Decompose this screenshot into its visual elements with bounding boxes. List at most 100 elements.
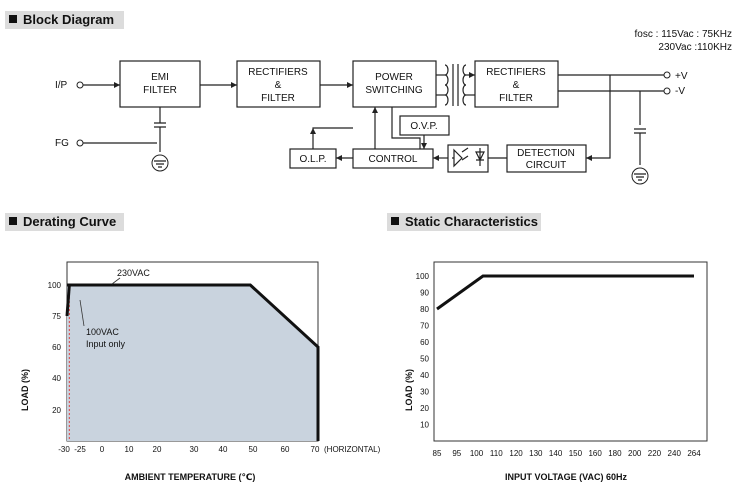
y-tick-label: 10 (420, 421, 429, 430)
x-tick-label: 0 (100, 445, 105, 454)
x-tick-label: 85 (433, 449, 442, 458)
transformer-icon (444, 64, 467, 106)
annotation-pointer-line (79, 299, 85, 327)
derating-plot-frame (66, 261, 319, 442)
svg-text:SWITCHING: SWITCHING (365, 85, 422, 96)
y-tick-label: 60 (420, 338, 429, 347)
block-diagram-header: Block Diagram (5, 11, 124, 29)
x-tick-label: 110 (490, 449, 503, 458)
rectifiers-filter-block-2: RECTIFIERS & FILTER (474, 60, 559, 108)
vplus-terminal-icon (663, 71, 671, 79)
svg-text:EMI: EMI (151, 72, 169, 83)
x-tick-label: 120 (509, 449, 523, 458)
x-tick-label: 30 (190, 445, 199, 454)
x-tick-label: 20 (153, 445, 162, 454)
x-tick-label: 264 (687, 449, 701, 458)
derating-ylabel: LOAD (%) (20, 369, 30, 411)
static-plot-frame (433, 261, 708, 442)
y-tick-label: 90 (420, 289, 429, 298)
bullet-square-icon (391, 217, 399, 225)
control-block: CONTROL (352, 148, 434, 169)
y-tick-label: 40 (52, 374, 61, 383)
x-tick-label: 40 (219, 445, 228, 454)
svg-text:DETECTION: DETECTION (517, 148, 575, 159)
svg-text:RECTIFIERS: RECTIFIERS (486, 67, 546, 78)
power-switching-block: POWER SWITCHING (352, 60, 437, 108)
annotation-100vac: 100VAC (86, 327, 119, 337)
x-tick-label: 60 (281, 445, 290, 454)
optocoupler-icon (447, 144, 489, 173)
vplus-terminal-label: +V (675, 71, 688, 82)
fg-terminal-icon (76, 139, 84, 147)
detection-circuit-block: DETECTION CIRCUIT (506, 144, 587, 173)
svg-text:FILTER: FILTER (143, 85, 177, 96)
derating-curve-header: Derating Curve (5, 213, 124, 231)
y-tick-label: 100 (48, 281, 62, 290)
y-tick-label: 60 (52, 343, 61, 352)
series-line-static (436, 274, 694, 311)
x-tick-label: 100 (470, 449, 484, 458)
x-tick-label: 150 (569, 449, 583, 458)
y-tick-label: 80 (420, 305, 429, 314)
x-tick-label: 180 (608, 449, 622, 458)
svg-text:RECTIFIERS: RECTIFIERS (248, 67, 308, 78)
static-xlabel: INPUT VOLTAGE (VAC) 60Hz (505, 472, 628, 482)
series-line-230vac (67, 283, 320, 441)
fg-terminal-label: FG (55, 138, 69, 149)
static-characteristics-header: Static Characteristics (387, 213, 541, 231)
block-diagram-title: Block Diagram (23, 12, 115, 27)
derating-area (67, 285, 318, 441)
vminus-terminal-icon (663, 87, 671, 95)
y-tick-label: 50 (420, 355, 429, 364)
fosc-text-1: fosc : 115Vac : 75KHz (635, 29, 732, 40)
x-tick-label: 200 (628, 449, 642, 458)
y-tick-label: 100 (416, 272, 430, 281)
svg-text:&: & (275, 80, 282, 91)
fosc-text-2: 230Vac :110KHz (658, 42, 732, 53)
x-tick-label: -30 (58, 445, 70, 454)
x-tick-label: 95 (452, 449, 461, 458)
emi-filter-block: EMI FILTER (119, 60, 201, 108)
x-tick-label: 50 (249, 445, 258, 454)
x-tick-label: 70 (311, 445, 320, 454)
x-tick-label: -25 (74, 445, 86, 454)
x-tick-label: 160 (588, 449, 602, 458)
annotation-230vac: 230VAC (117, 268, 150, 278)
x-tick-label: 220 (648, 449, 662, 458)
y-tick-label: 20 (420, 404, 429, 413)
rectifiers-filter-block-1: RECTIFIERS & FILTER (236, 60, 321, 108)
input-terminal-label: I/P (55, 80, 68, 91)
x-tick-label: 10 (125, 445, 134, 454)
y-tick-label: 30 (420, 388, 429, 397)
bullet-square-icon (9, 15, 17, 23)
ground-symbol-icon (151, 122, 169, 172)
svg-text:O.V.P.: O.V.P. (410, 121, 437, 132)
x-tick-label: 240 (668, 449, 682, 458)
svg-text:&: & (513, 80, 520, 91)
ovp-block: O.V.P. (399, 115, 450, 136)
input-terminal-icon (76, 81, 84, 89)
static-characteristics-title: Static Characteristics (405, 214, 538, 229)
y-tick-label: 20 (52, 406, 61, 415)
annotation-input-only: Input only (86, 339, 126, 349)
static-ylabel: LOAD (%) (404, 369, 414, 411)
y-tick-label: 40 (420, 371, 429, 380)
vminus-terminal-label: -V (675, 86, 685, 97)
y-tick-label: 70 (420, 322, 429, 331)
x-tick-label: 140 (549, 449, 563, 458)
svg-text:O.L.P.: O.L.P. (299, 154, 326, 165)
derating-xlabel: AMBIENT TEMPERATURE (℃) (125, 472, 256, 482)
svg-text:FILTER: FILTER (499, 93, 533, 104)
x-tick-label: 130 (529, 449, 543, 458)
derating-x-note: (HORIZONTAL) (324, 445, 381, 454)
series-line-100vac (65, 284, 71, 317)
bullet-square-icon (9, 217, 17, 225)
y-tick-label: 75 (52, 312, 61, 321)
svg-text:CIRCUIT: CIRCUIT (526, 160, 567, 171)
svg-text:POWER: POWER (375, 72, 413, 83)
svg-text:CONTROL: CONTROL (369, 154, 418, 165)
annotation-pointer-line (111, 277, 121, 285)
